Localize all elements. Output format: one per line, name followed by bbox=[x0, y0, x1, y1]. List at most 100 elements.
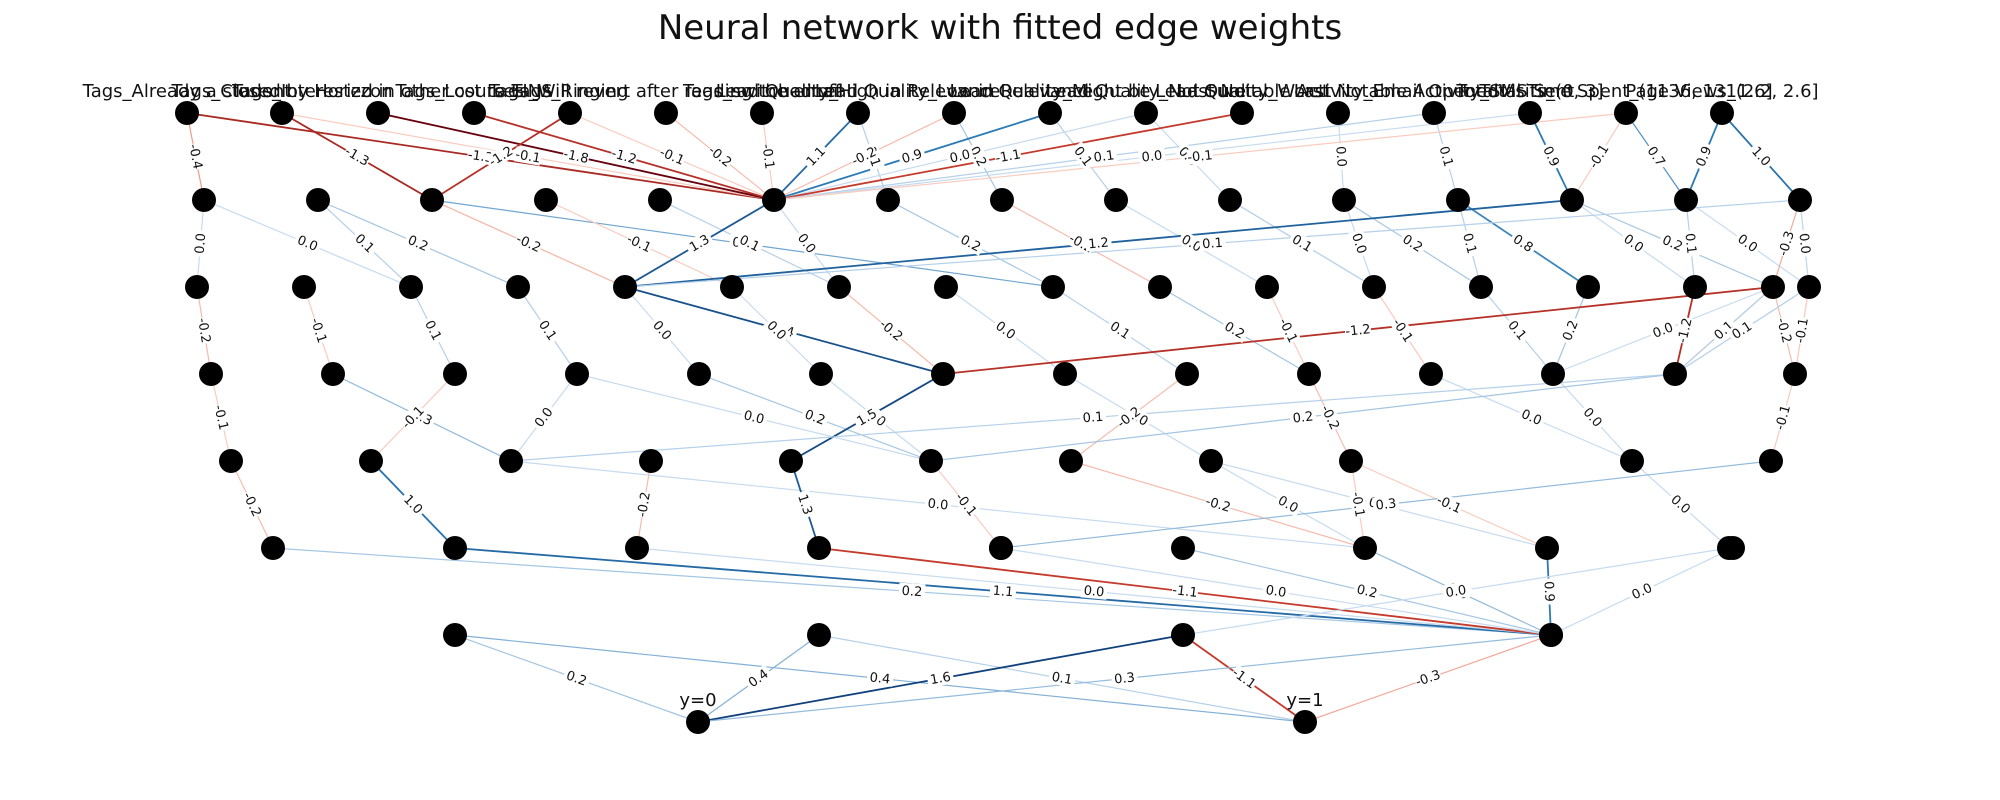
edge-weight-label-bg bbox=[195, 316, 214, 345]
input-node bbox=[1518, 101, 1542, 125]
edge-weight-label-bg bbox=[1435, 141, 1458, 171]
input-node bbox=[270, 101, 294, 125]
edge-weight-label-bg bbox=[1792, 316, 1811, 345]
edge-weight-label: -0.3 bbox=[1776, 229, 1798, 258]
input-node bbox=[942, 101, 966, 125]
edge-weight-label-bg bbox=[191, 229, 209, 258]
edge-weight-label-bg bbox=[398, 489, 428, 519]
hidden-node bbox=[565, 362, 589, 386]
hidden-node bbox=[1419, 362, 1443, 386]
hidden-node bbox=[1446, 188, 1470, 212]
edge-weight-label-bg bbox=[1682, 229, 1700, 258]
hidden-node bbox=[1620, 449, 1644, 473]
edge-weight-label-bg bbox=[1080, 582, 1108, 600]
edge-weight-label: -0.1 bbox=[1586, 142, 1612, 171]
hidden-node bbox=[919, 449, 943, 473]
hidden-node bbox=[1761, 275, 1785, 299]
edge-weight-label: 0.3 bbox=[1375, 496, 1397, 513]
edge-weight-label: 0.0 bbox=[295, 233, 320, 255]
edge-weight-label-bg bbox=[1774, 315, 1795, 345]
hidden-node bbox=[1674, 188, 1698, 212]
input-feature-label: Tags_Already a student bbox=[82, 81, 292, 102]
edge-weight-label: 0.2 bbox=[803, 407, 828, 428]
hidden-node bbox=[687, 362, 711, 386]
hidden-node bbox=[1199, 449, 1223, 473]
edge-weight-label-bg bbox=[1413, 666, 1443, 690]
edge-weight-label-bg bbox=[648, 315, 677, 345]
input-feature-label: Lead Quality_Worst bbox=[1155, 81, 1329, 102]
edge-weight-label-bg bbox=[876, 316, 907, 345]
edge-weight-label: -1.2 bbox=[1675, 317, 1695, 345]
edge-weight-label-bg bbox=[1186, 147, 1214, 165]
edge-weight-label-bg bbox=[240, 489, 265, 520]
edge-weight-label-bg bbox=[1578, 402, 1608, 432]
edge-weight-label-bg bbox=[1219, 317, 1250, 344]
edge-weight-label-bg bbox=[1333, 142, 1350, 170]
hidden-node bbox=[292, 275, 316, 299]
edge-weight-label-bg bbox=[1344, 321, 1372, 339]
hidden-node bbox=[625, 536, 649, 560]
edge-weight-label: 0.2 bbox=[1560, 318, 1582, 343]
edge-weight-label-bg bbox=[990, 316, 1021, 344]
edge-weight-label-bg bbox=[609, 145, 639, 167]
edge-weight-label-bg bbox=[945, 145, 975, 167]
hidden-node bbox=[1469, 275, 1493, 299]
input-node bbox=[1038, 101, 1062, 125]
edge-weight-label: -0.1 bbox=[758, 143, 776, 170]
edge-weight-label-bg bbox=[211, 403, 232, 432]
edge-weight-label-bg bbox=[965, 141, 992, 172]
hidden-node bbox=[261, 536, 285, 560]
edge-weight-label-bg bbox=[398, 402, 428, 432]
edge-weight-label-bg bbox=[800, 405, 830, 429]
edge-weight-label: 0.0 bbox=[1651, 320, 1676, 342]
edge-weight-label: 0.2 bbox=[564, 668, 589, 689]
edge-weight-label: 0.1 bbox=[1093, 148, 1115, 166]
edge-weight-label-bg bbox=[403, 230, 434, 256]
output-node bbox=[1293, 710, 1317, 734]
edge-weight-label-bg bbox=[1459, 228, 1481, 258]
hidden-node bbox=[1175, 362, 1199, 386]
edge-weight-label: -0.1 bbox=[307, 316, 329, 345]
node-layer bbox=[175, 101, 1821, 734]
hidden-node bbox=[199, 362, 223, 386]
edge-weight-label: 0.0 bbox=[1141, 148, 1163, 165]
edge-weight-label-bg bbox=[292, 231, 323, 255]
edge-weight-label-bg bbox=[762, 315, 792, 345]
edge-weight-label-bg bbox=[1691, 141, 1716, 172]
edge-weight-label: 0.0 bbox=[193, 233, 210, 255]
input-feature-label: Total Time Spent_(1136, 1311.6] bbox=[1478, 81, 1772, 102]
edge-weight-label: 1.6 bbox=[929, 670, 952, 688]
edge-weight-label-bg bbox=[1090, 146, 1118, 166]
edge-weight-label-bg bbox=[1516, 404, 1547, 430]
edge-weight-label: 0.2 bbox=[901, 584, 923, 600]
edge-weight-label: 0.0 bbox=[1348, 231, 1369, 255]
edge-weight-label-bg bbox=[307, 315, 331, 346]
edge-weight-label: 0.2 bbox=[1292, 409, 1314, 426]
diagram-title: Neural network with fitted edge weights bbox=[657, 8, 1343, 48]
edge-weight-label-bg bbox=[1372, 495, 1400, 513]
edge-weight-label-bg bbox=[1642, 141, 1670, 172]
hidden-node bbox=[306, 188, 330, 212]
edge-weight-label-bg bbox=[513, 146, 543, 166]
edge-weight-label: 1.3 bbox=[794, 493, 815, 517]
edge-weight-label-bg bbox=[1674, 316, 1695, 345]
edge-weight-label-bg bbox=[793, 228, 821, 259]
edge-weight-label-bg bbox=[1084, 234, 1113, 252]
edge-weight-label: 0.0 bbox=[1265, 583, 1288, 601]
edge-weight-label-bg bbox=[1176, 230, 1207, 257]
edge-weight-label: 1.2 bbox=[1088, 236, 1110, 253]
edge-weight-label-bg bbox=[1352, 580, 1382, 602]
hidden-node bbox=[420, 188, 444, 212]
edge-weight-label: 0.9 bbox=[1694, 144, 1716, 169]
edge-weight-label-bg bbox=[1113, 403, 1144, 431]
input-feature-label: Tags_Will revert after reading the email bbox=[488, 81, 843, 102]
hidden-node bbox=[534, 188, 558, 212]
hidden-node bbox=[807, 536, 831, 560]
hidden-node bbox=[1535, 536, 1559, 560]
edge-weight-label-bg bbox=[924, 495, 952, 513]
edge-weight-label-bg bbox=[1110, 669, 1139, 687]
edge-weight-label-bg bbox=[1508, 229, 1539, 257]
edge-weight-label-bg bbox=[801, 141, 831, 171]
